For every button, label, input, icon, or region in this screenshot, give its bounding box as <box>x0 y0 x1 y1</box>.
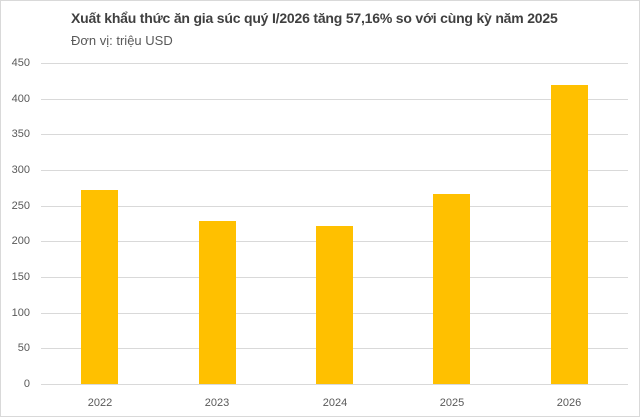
bar-2024 <box>316 226 353 384</box>
gridline <box>41 206 628 207</box>
bar-2022 <box>81 190 118 384</box>
bar-2025 <box>433 194 470 384</box>
chart-title: Xuất khẩu thức ăn gia súc quý I/2026 tăn… <box>71 10 558 26</box>
y-tick-label: 450 <box>11 57 30 69</box>
chart-subtitle: Đơn vị: triệu USD <box>71 33 173 48</box>
y-tick-label: 400 <box>11 93 30 105</box>
gridline <box>41 63 628 64</box>
y-tick-label: 100 <box>11 307 30 319</box>
bar-2023 <box>199 221 236 384</box>
x-tick-label: 2022 <box>87 397 113 409</box>
y-tick-label: 0 <box>23 378 30 390</box>
y-tick-label: 150 <box>11 271 30 283</box>
x-tick-label: 2026 <box>556 397 582 409</box>
x-tick-label: 2025 <box>439 397 465 409</box>
x-tick-label: 2024 <box>322 397 348 409</box>
x-tick-label: 2023 <box>204 397 230 409</box>
y-tick-label: 300 <box>11 164 30 176</box>
y-tick-label: 350 <box>11 128 30 140</box>
x-axis-line <box>41 384 628 385</box>
y-tick-label: 50 <box>17 342 30 354</box>
gridline <box>41 134 628 135</box>
y-tick-label: 250 <box>11 200 30 212</box>
gridline <box>41 170 628 171</box>
bar-2026 <box>551 85 588 384</box>
y-tick-label: 200 <box>11 235 30 247</box>
gridline <box>41 99 628 100</box>
